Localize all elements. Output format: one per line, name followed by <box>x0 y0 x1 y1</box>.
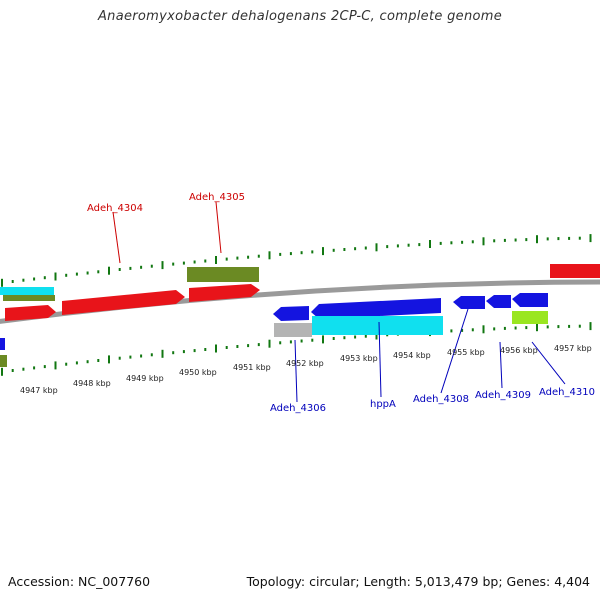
gene-label-adeh-4308[interactable]: Adeh_4308 <box>413 394 469 405</box>
scale-label-4950: 4950 kbp <box>179 368 217 377</box>
gene-label-hppa[interactable]: hppA <box>370 399 396 410</box>
gene-feature-olive-edge[interactable] <box>0 355 7 367</box>
gene-label-adeh-4306[interactable]: Adeh_4306 <box>270 403 326 414</box>
gene-feature-olive-left[interactable] <box>3 295 55 301</box>
gene-arrow-red-adeh-4304[interactable] <box>62 290 185 315</box>
gene-feature-red-right[interactable] <box>550 264 600 278</box>
gene-feature-lime-adeh-4310[interactable] <box>512 311 548 324</box>
gene-label-adeh-4309[interactable]: Adeh_4309 <box>475 390 531 401</box>
gene-feature-cyan-left[interactable] <box>0 287 54 295</box>
scale-label-4949: 4949 kbp <box>126 374 164 383</box>
gene-feature-blue-edge[interactable] <box>0 338 5 350</box>
gene-arrow-red-adeh-4305[interactable] <box>189 284 260 302</box>
scale-label-4947: 4947 kbp <box>20 386 58 395</box>
scale-labels: 4947 kbp 4948 kbp 4949 kbp 4950 kbp 4951… <box>20 344 592 395</box>
scale-label-4954: 4954 kbp <box>393 351 431 360</box>
upper-gene-labels: Adeh_4304 Adeh_4305 <box>87 192 245 264</box>
scale-label-4956: 4956 kbp <box>500 346 538 355</box>
gene-arrow-blue-adeh-4309[interactable] <box>486 295 511 308</box>
forward-strand-features <box>0 264 600 321</box>
gene-label-adeh-4310[interactable]: Adeh_4310 <box>539 387 595 398</box>
gene-arrow-blue-adeh-4306[interactable] <box>273 306 309 321</box>
gene-label-adeh-4304[interactable]: Adeh_4304 <box>87 203 143 214</box>
gene-feature-olive-adeh-4305[interactable] <box>187 267 259 282</box>
scale-label-4955: 4955 kbp <box>447 348 485 357</box>
upper-tick-row <box>1 234 592 287</box>
gene-arrow-blue-adeh-4310[interactable] <box>512 293 548 307</box>
scale-label-4951: 4951 kbp <box>233 363 271 372</box>
genome-summary-text: Topology: circular; Length: 5,013,479 bp… <box>246 574 590 589</box>
gene-feature-grey-adeh-4306[interactable] <box>274 323 312 337</box>
lower-gene-labels: Adeh_4306 hppA Adeh_4308 Adeh_4309 Adeh_… <box>270 308 595 414</box>
gene-arrow-red-1[interactable] <box>5 305 56 321</box>
reverse-strand-features <box>0 293 548 367</box>
scale-label-4953: 4953 kbp <box>340 354 378 363</box>
gene-feature-cyan-hppa[interactable] <box>312 316 443 335</box>
scale-label-4948: 4948 kbp <box>73 379 111 388</box>
gene-arrow-blue-adeh-4308[interactable] <box>453 296 485 309</box>
scale-label-4957: 4957 kbp <box>554 344 592 353</box>
accession-text: Accession: NC_007760 <box>8 574 151 589</box>
gene-arrow-blue-hppa[interactable] <box>311 298 441 319</box>
gene-label-adeh-4305[interactable]: Adeh_4305 <box>189 192 245 203</box>
scale-label-4952: 4952 kbp <box>286 359 324 368</box>
map-title: Anaeromyxobacter dehalogenans 2CP-C, com… <box>97 9 503 24</box>
